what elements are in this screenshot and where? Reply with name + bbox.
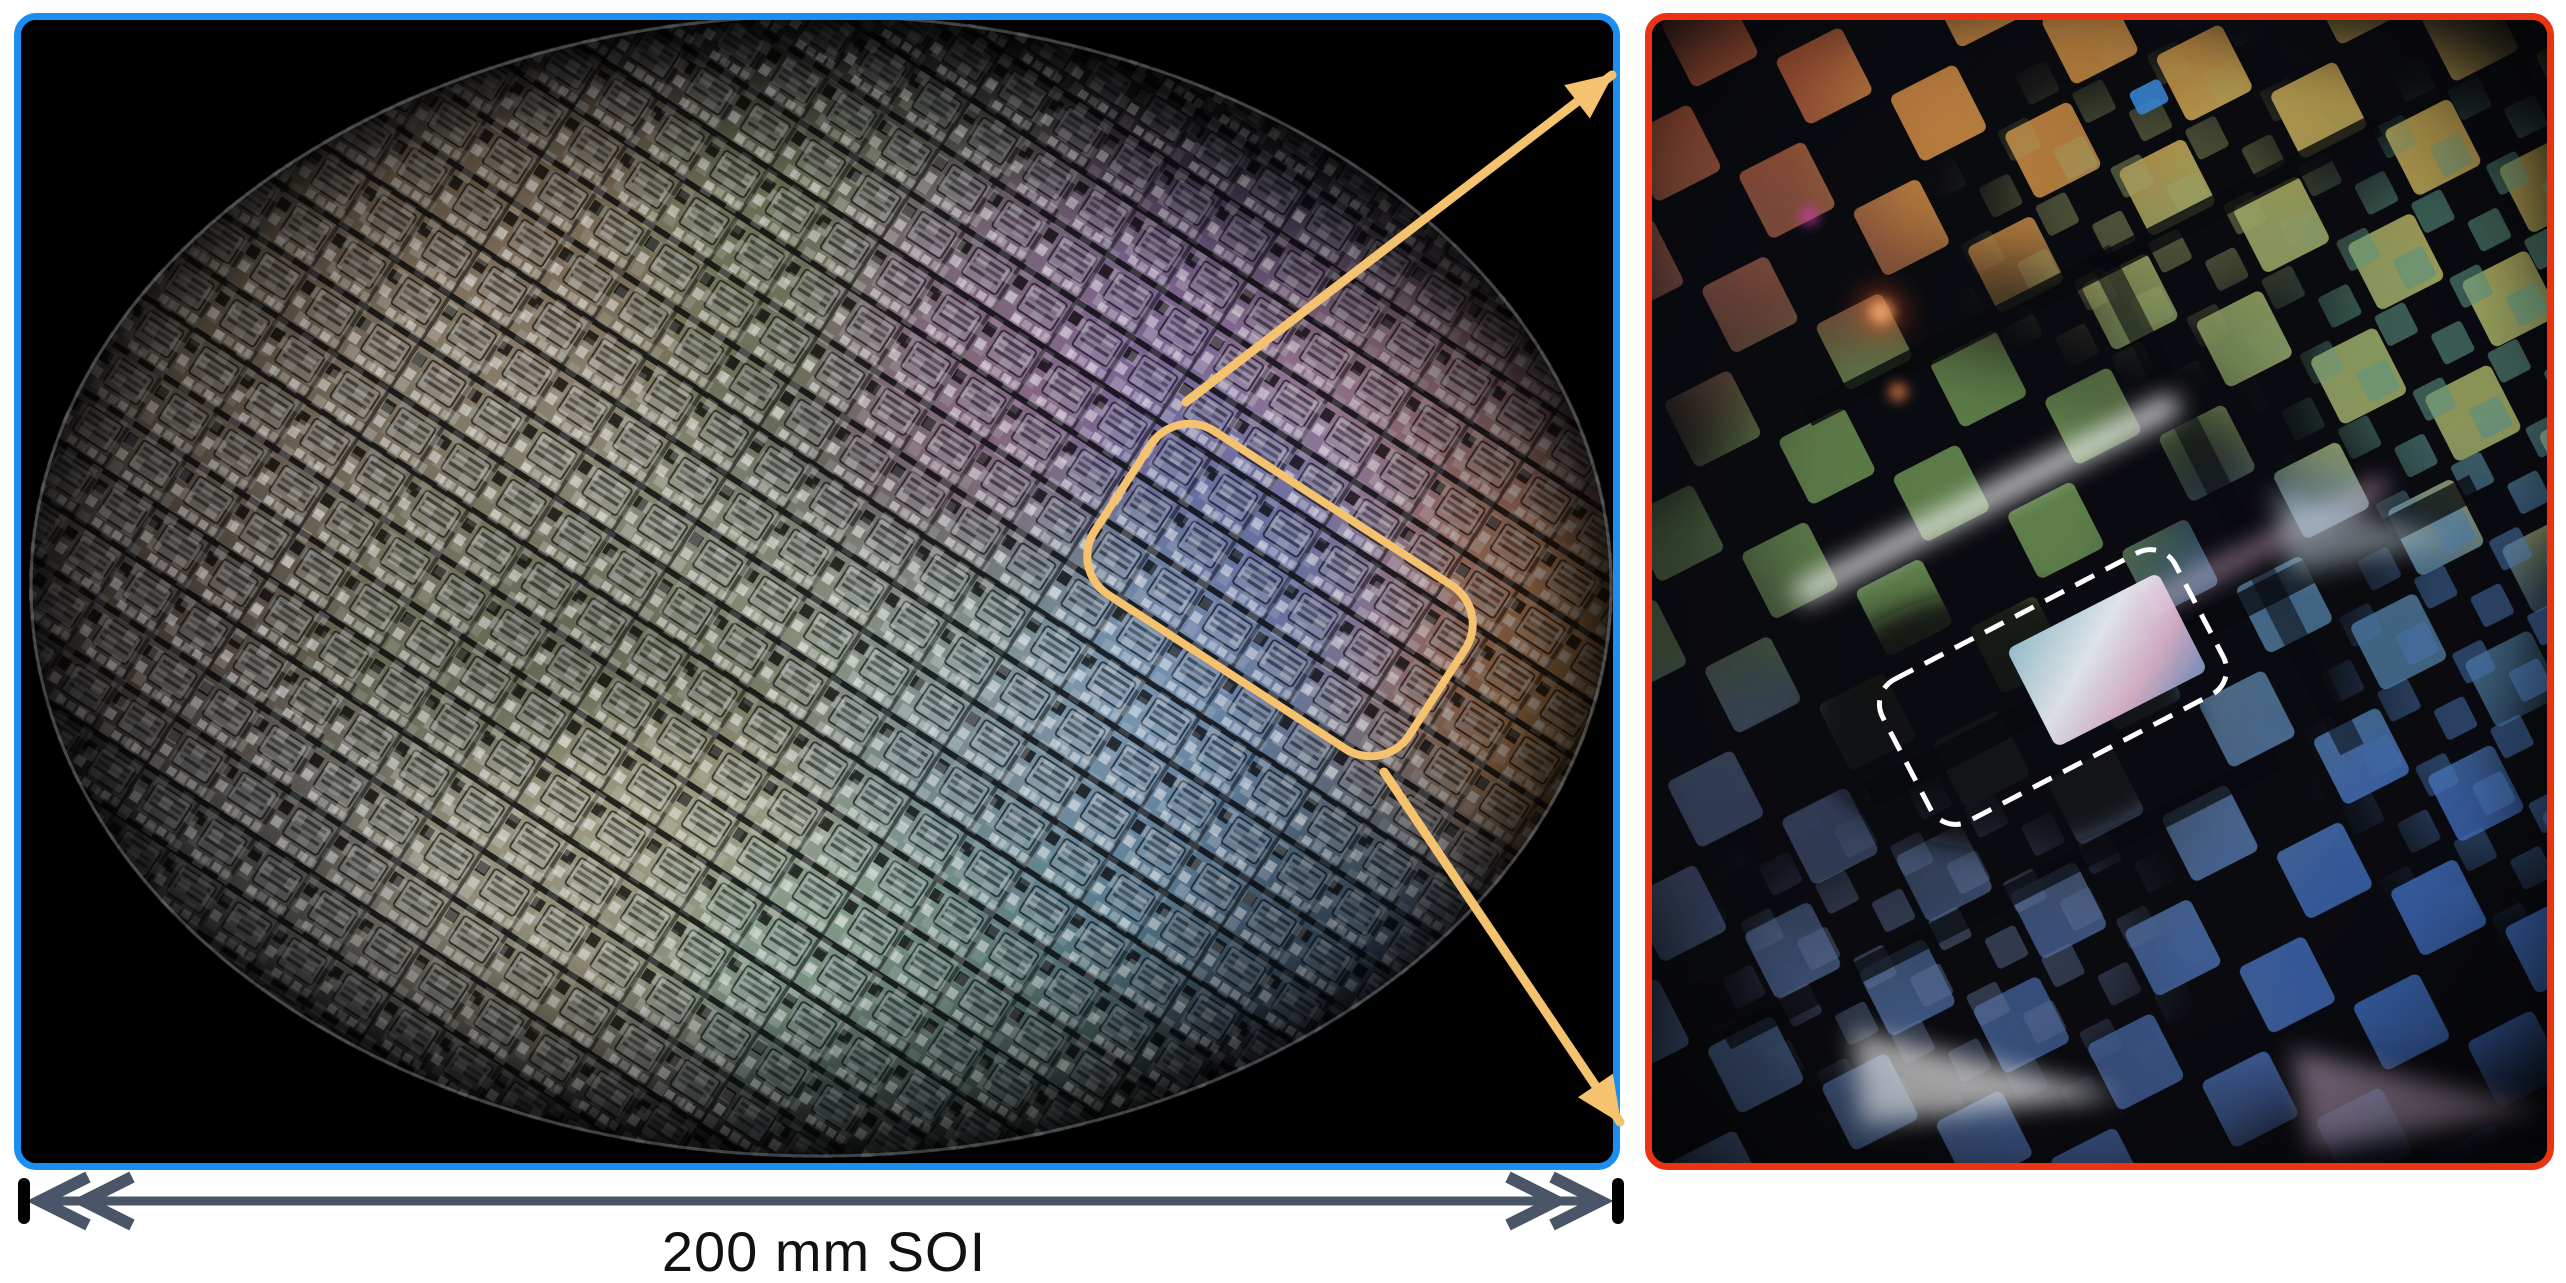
wafer-panel	[14, 13, 1620, 1170]
scale-arrowhead-left-2	[70, 1171, 135, 1231]
scale-endcap-right	[1612, 1178, 1624, 1224]
scale-arrowhead-right-2	[1505, 1171, 1570, 1231]
chip-dashed-outline	[1876, 547, 2230, 827]
scale-label: 200 mm SOI	[661, 1220, 987, 1283]
zoom-photo	[1652, 20, 2547, 1163]
scale-bar	[18, 1171, 1624, 1231]
scale-endcap-left	[18, 1178, 30, 1224]
scale-arrowhead-right	[1549, 1171, 1614, 1231]
wafer-photo	[21, 20, 1613, 1163]
scale-arrowhead-left	[26, 1171, 91, 1231]
zoom-panel	[1645, 13, 2554, 1170]
wafer-edge	[29, 20, 1613, 1158]
